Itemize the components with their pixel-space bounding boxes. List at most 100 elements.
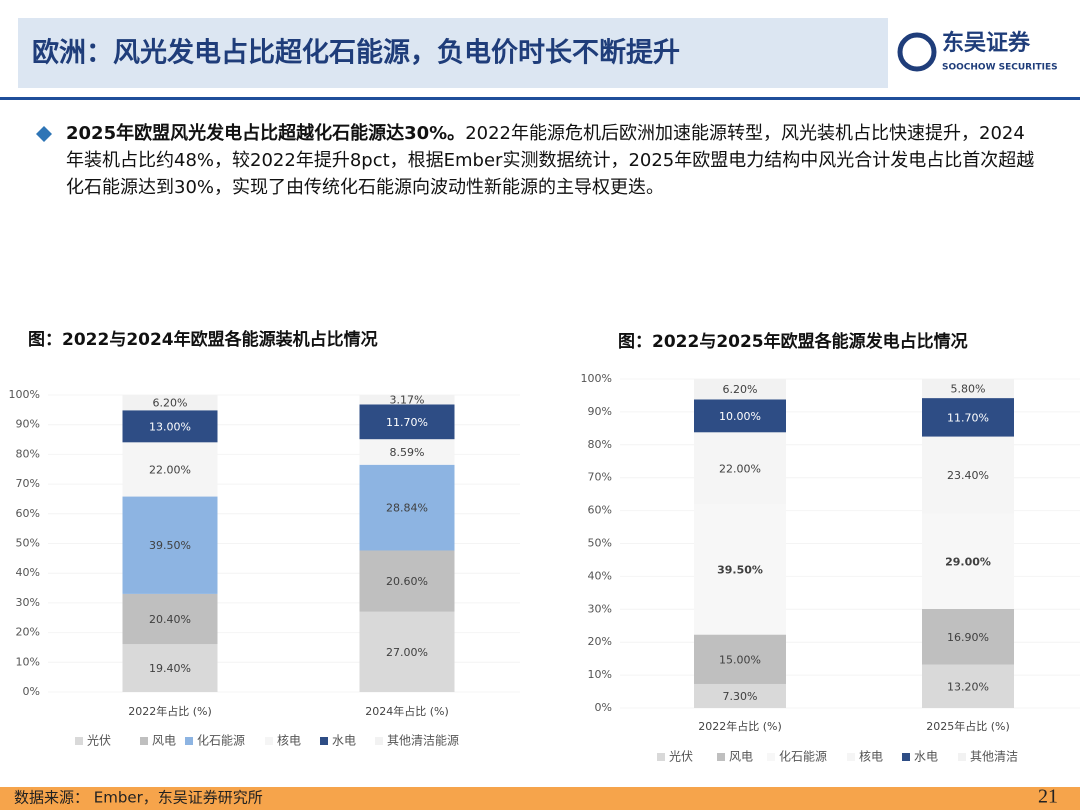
legend-swatch xyxy=(75,737,83,745)
bar-segment xyxy=(694,379,786,400)
legend-swatch xyxy=(140,737,148,745)
y-tick-label: 0% xyxy=(595,701,612,714)
header-rule xyxy=(0,97,1080,100)
value-label: 23.40% xyxy=(947,469,989,482)
legend-label: 化石能源 xyxy=(779,750,827,764)
value-label: 15.00% xyxy=(719,653,761,666)
legend-label: 光伏 xyxy=(669,750,693,764)
y-tick-label: 30% xyxy=(16,596,40,609)
x-tick-label: 2025年占比 (%) xyxy=(926,719,1010,733)
value-label: 7.30% xyxy=(723,690,758,703)
bar-segment xyxy=(694,683,786,708)
value-label: 20.40% xyxy=(149,613,191,626)
y-tick-label: 50% xyxy=(588,537,612,550)
value-label: 3.17% xyxy=(390,394,425,407)
value-label: 27.00% xyxy=(386,646,428,659)
bar-segment xyxy=(359,550,455,612)
bar-segment xyxy=(694,634,786,684)
value-label: 11.70% xyxy=(947,411,989,424)
value-label: 13.00% xyxy=(149,420,191,433)
bar-segment xyxy=(922,398,1014,437)
footer-band xyxy=(0,787,1080,810)
legend-swatch xyxy=(375,737,383,745)
bar-segment xyxy=(922,436,1014,514)
bar-segment xyxy=(122,593,218,645)
legend-label: 核电 xyxy=(277,734,301,748)
legend-label: 风电 xyxy=(729,750,753,764)
page-number: 21 xyxy=(1038,786,1058,808)
legend-label: 其他清洁 xyxy=(970,750,1018,764)
legend-swatch xyxy=(767,753,775,761)
bar-segment xyxy=(694,504,786,635)
bullet-icon xyxy=(36,126,52,142)
header-title: 欧洲：风光发电占比超化石能源，负电价时长不断提升 xyxy=(32,37,680,69)
legend-swatch xyxy=(320,737,328,745)
value-label: 28.84% xyxy=(386,502,428,515)
value-label: 6.20% xyxy=(723,383,758,396)
legend-label: 其他清洁能源 xyxy=(387,734,459,748)
value-label: 29.00% xyxy=(945,555,991,568)
value-label: 22.00% xyxy=(149,463,191,476)
value-label: 39.50% xyxy=(717,564,763,577)
y-tick-label: 10% xyxy=(16,655,40,668)
legend-swatch xyxy=(902,753,910,761)
header-band xyxy=(18,18,888,88)
value-label: 22.00% xyxy=(719,462,761,475)
bar-segment xyxy=(122,442,218,497)
chart-title: 图：2022与2024年欧盟各能源装机占比情况 xyxy=(28,329,378,350)
value-label: 10.00% xyxy=(719,410,761,423)
bar-segment xyxy=(122,395,218,411)
value-label: 16.90% xyxy=(947,631,989,644)
bar-segment xyxy=(359,439,455,465)
bullet-text: 2025年欧盟风光发电占比超越化石能源达30%。2022年能源危机后欧洲加速能源… xyxy=(66,120,1036,201)
legend-label: 化石能源 xyxy=(197,734,245,748)
y-tick-label: 90% xyxy=(588,405,612,418)
value-label: 39.50% xyxy=(149,539,191,552)
y-tick-label: 100% xyxy=(581,372,612,385)
bar-segment xyxy=(122,644,218,692)
y-tick-label: 100% xyxy=(9,388,40,401)
x-tick-label: 2022年占比 (%) xyxy=(698,719,782,733)
value-label: 11.70% xyxy=(386,416,428,429)
y-tick-label: 70% xyxy=(16,477,40,490)
y-tick-label: 30% xyxy=(588,602,612,615)
logo: 东吴证券 SOOCHOW SECURITIES xyxy=(897,30,1058,73)
y-tick-label: 0% xyxy=(23,685,40,698)
legend-swatch xyxy=(657,753,665,761)
bar-segment xyxy=(922,379,1014,399)
legend-label: 水电 xyxy=(914,750,938,764)
chart-title: 图：2022与2025年欧盟各能源发电占比情况 xyxy=(618,331,968,352)
value-label: 19.40% xyxy=(149,662,191,675)
y-tick-label: 60% xyxy=(16,507,40,520)
y-tick-label: 60% xyxy=(588,504,612,517)
bar-segment xyxy=(359,404,455,440)
bar-segment xyxy=(922,608,1014,665)
bar-segment xyxy=(359,464,455,551)
bar-segment xyxy=(694,432,786,505)
legend-label: 光伏 xyxy=(87,734,111,748)
y-tick-label: 90% xyxy=(16,418,40,431)
x-tick-label: 2022年占比 (%) xyxy=(128,704,212,718)
legend-swatch xyxy=(958,753,966,761)
y-tick-label: 80% xyxy=(16,447,40,460)
bar-segment xyxy=(922,513,1014,609)
y-tick-label: 50% xyxy=(16,537,40,550)
value-label: 5.80% xyxy=(951,383,986,396)
legend-swatch xyxy=(847,753,855,761)
legend-swatch xyxy=(185,737,193,745)
bullet-body: 2022年能源危机后欧洲加速能源转型，风光装机占比快速提升，2024年装机占比约… xyxy=(66,123,1035,198)
y-tick-label: 10% xyxy=(588,668,612,681)
bar-segment xyxy=(122,496,218,594)
bullet-bold: 2025年欧盟风光发电占比超越化石能源达30%。 xyxy=(66,123,466,144)
bar-segment xyxy=(122,410,218,443)
bar-segment xyxy=(694,399,786,433)
value-label: 20.60% xyxy=(386,575,428,588)
bar-segment xyxy=(922,664,1014,708)
bar-segment xyxy=(359,611,455,692)
logo-text: 东吴证券 xyxy=(942,30,1031,56)
footer-source: 数据来源： Ember，东吴证券研究所 xyxy=(14,789,263,807)
y-tick-label: 40% xyxy=(588,569,612,582)
y-tick-label: 20% xyxy=(588,635,612,648)
